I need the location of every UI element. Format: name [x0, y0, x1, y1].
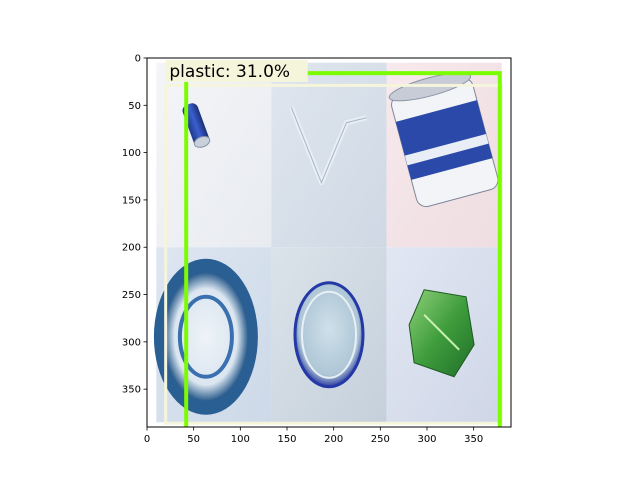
tile-clear-lid — [271, 247, 387, 423]
x-tick-label: 350 — [464, 434, 483, 445]
tile-green-wrapper — [386, 247, 502, 423]
axes-frame — [146, 57, 512, 428]
y-tick-label: 300 — [122, 337, 141, 348]
y-tick-label: 0 — [135, 54, 141, 65]
x-tick-label: 300 — [417, 434, 436, 445]
can-icon — [182, 103, 211, 148]
y-tick-label: 350 — [122, 385, 141, 396]
y-tick-label: 200 — [122, 243, 141, 254]
y-tick-label: 250 — [122, 290, 141, 301]
detection-label: plastic: 31.0% — [169, 62, 290, 82]
clear-lid-icon — [293, 281, 365, 389]
axes: 0 50 100 150 200 250 300 350 0 50 100 150 200 250 300 3… — [122, 54, 512, 445]
detection-box — [184, 71, 502, 427]
x-tick-label: 150 — [277, 434, 296, 445]
tile-tin-can-large — [386, 62, 502, 248]
tile-plastic-straw — [271, 62, 387, 248]
y-tick-label: 150 — [122, 195, 141, 206]
tile-background — [271, 62, 387, 248]
image-content — [147, 58, 511, 427]
x-tick-label: 50 — [187, 434, 200, 445]
tin-can-icon — [388, 72, 499, 208]
x-tick-label: 100 — [231, 434, 250, 445]
y-tick-label: 50 — [128, 101, 141, 112]
detection-overlay: plastic: 31.0% — [164, 59, 504, 427]
tile-can-lying-blue — [156, 62, 272, 248]
x-tick-label: 200 — [324, 434, 343, 445]
tile-background — [156, 62, 272, 248]
tile-blue-bottle-cap — [153, 247, 272, 423]
x-tick-label: 0 — [144, 434, 150, 445]
y-tick-label: 100 — [122, 148, 141, 159]
detection-label-background — [165, 59, 308, 82]
x-tick-label: 250 — [371, 434, 390, 445]
